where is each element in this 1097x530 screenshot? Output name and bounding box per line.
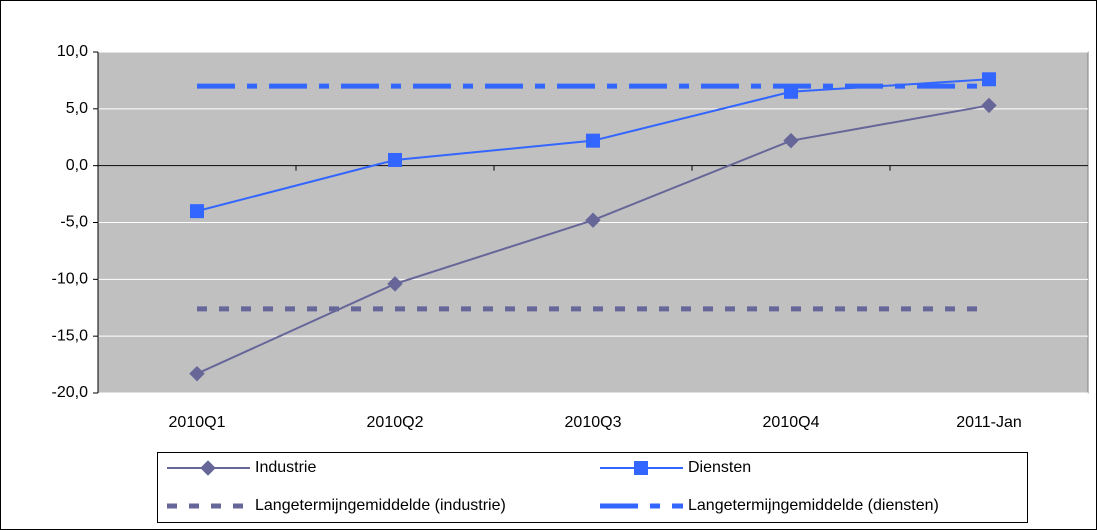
x-tick-label: 2010Q1 <box>169 414 226 431</box>
legend-label: Industrie <box>255 459 316 476</box>
legend-label: Diensten <box>688 459 751 476</box>
x-tick-label: 2010Q3 <box>565 414 622 431</box>
y-tick-label: 0,0 <box>66 157 88 174</box>
y-tick-label: -20,0 <box>52 384 89 401</box>
x-tick-label: 2011-Jan <box>956 414 1022 431</box>
y-tick-label: -5,0 <box>60 214 88 231</box>
data-point <box>189 365 205 382</box>
data-point <box>387 276 403 292</box>
legend-label: Langetermijngemiddelde (industrie) <box>255 497 506 514</box>
data-point <box>982 72 996 87</box>
legend-box <box>157 452 1028 523</box>
y-tick-label: 10,0 <box>57 43 88 60</box>
y-tick-label: 5,0 <box>66 100 88 117</box>
y-tick-label: -15,0 <box>52 327 89 344</box>
data-point <box>190 204 204 219</box>
x-tick-label: 2010Q4 <box>763 414 820 431</box>
data-point <box>586 133 600 148</box>
legend-label: Langetermijngemiddelde (diensten) <box>688 497 939 514</box>
data-point <box>981 97 997 114</box>
legend-marker <box>200 460 216 476</box>
x-tick-label: 2010Q2 <box>367 414 424 431</box>
data-point <box>783 132 799 149</box>
data-point <box>585 212 601 228</box>
legend-marker <box>634 461 648 475</box>
data-point <box>388 152 402 167</box>
y-tick-label: -10,0 <box>52 271 89 288</box>
